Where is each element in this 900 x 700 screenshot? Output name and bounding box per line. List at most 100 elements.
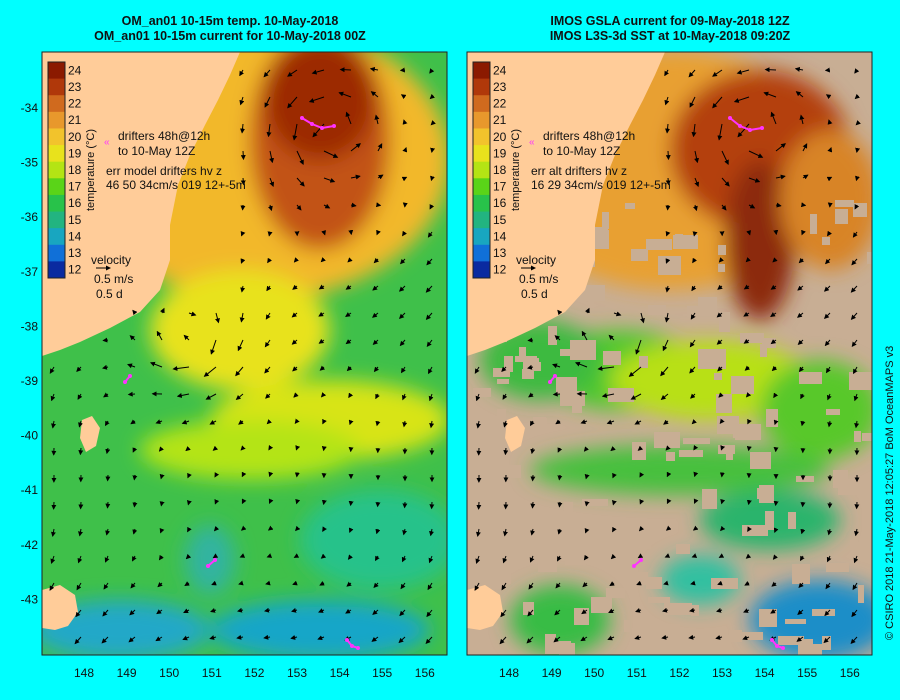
current-arrow	[660, 393, 669, 401]
longitude-label: 152	[669, 666, 689, 680]
current-arrow	[425, 636, 433, 645]
current-arrow	[743, 311, 750, 317]
current-arrow	[799, 114, 805, 125]
current-arrow	[267, 525, 274, 531]
current-arrow	[801, 229, 806, 236]
current-arrow	[345, 284, 352, 290]
current-arrow	[664, 553, 671, 558]
current-arrow	[320, 257, 326, 263]
current-arrow	[185, 553, 192, 560]
left-map-panel: 24 23 22 21 20 19 18 17 16 15 14 13 12 temperature (…	[21, 51, 448, 680]
current-arrow	[295, 445, 301, 451]
current-arrow	[338, 91, 352, 98]
drifter-point	[206, 564, 210, 568]
cloud-mask-patch	[606, 588, 625, 598]
current-arrow	[311, 69, 325, 75]
current-arrow	[826, 555, 832, 563]
current-arrow	[717, 284, 723, 290]
current-arrow	[268, 444, 274, 451]
current-arrow	[237, 339, 244, 352]
longitude-label: 148	[74, 666, 94, 680]
cloud-mask-patch	[788, 512, 796, 529]
longitude-label: 154	[330, 666, 350, 680]
current-arrow	[238, 580, 244, 586]
drifter-point	[728, 116, 732, 120]
current-arrow	[132, 309, 138, 316]
colorbar-swatch	[48, 111, 65, 129]
cloud-mask-patch	[646, 577, 662, 589]
current-arrow	[236, 634, 244, 640]
left-velocity-label: velocity	[91, 253, 131, 267]
drifter-point	[356, 646, 360, 650]
cloud-mask-patch	[675, 234, 683, 242]
current-arrow	[797, 339, 804, 345]
current-arrow	[291, 607, 298, 613]
current-arrow	[210, 339, 217, 355]
current-arrow	[159, 501, 165, 507]
current-arrow	[429, 68, 435, 74]
cloud-mask-patch	[762, 338, 776, 348]
current-arrow	[557, 528, 563, 535]
current-arrow	[183, 608, 190, 613]
current-arrow	[557, 501, 563, 508]
current-arrow	[662, 339, 669, 352]
current-arrow	[322, 418, 327, 425]
latitude-label: -40	[21, 429, 39, 443]
current-arrow	[502, 555, 508, 564]
current-arrow	[584, 473, 590, 480]
cloud-mask-patch	[856, 324, 870, 334]
current-arrow	[527, 337, 534, 343]
current-arrow	[264, 339, 271, 348]
cloud-mask-patch	[582, 499, 608, 506]
current-arrow	[203, 366, 217, 377]
current-arrow	[238, 419, 244, 425]
current-arrow	[854, 93, 861, 100]
colorbar-swatch	[473, 194, 490, 213]
current-arrow	[690, 312, 696, 320]
colorbar-swatch	[48, 178, 65, 196]
current-arrow	[850, 312, 858, 320]
current-arrow	[853, 366, 858, 375]
colorbar-swatch	[473, 78, 490, 96]
current-arrow	[770, 312, 777, 317]
latitude-label: -39	[21, 374, 39, 388]
colorbar-swatch	[473, 244, 490, 262]
drifter-point	[781, 646, 785, 650]
colorbar-tick-label: 20	[68, 130, 82, 144]
current-arrow	[132, 528, 138, 535]
current-arrow	[235, 366, 244, 377]
current-arrow	[308, 96, 325, 103]
current-arrow	[585, 307, 590, 314]
current-arrow	[503, 528, 508, 537]
current-arrow	[716, 339, 723, 345]
current-arrow	[402, 420, 408, 428]
longitude-label: 150	[159, 666, 179, 680]
current-arrow	[608, 608, 615, 613]
current-arrow	[798, 257, 805, 264]
current-arrow	[474, 582, 480, 591]
latitude-label: -36	[21, 210, 39, 224]
cloud-mask-patch	[497, 409, 506, 424]
current-arrow	[239, 312, 245, 323]
current-arrow	[127, 363, 136, 369]
current-arrow	[373, 257, 380, 264]
current-arrow	[377, 174, 384, 180]
cloud-mask-patch	[718, 445, 735, 454]
right-current-arrows	[474, 66, 861, 645]
cloud-mask-patch	[718, 245, 726, 255]
current-arrow	[319, 365, 326, 371]
current-arrow	[49, 366, 55, 374]
current-arrow	[103, 392, 109, 398]
longitude-label: 153	[287, 666, 307, 680]
current-arrow	[376, 229, 381, 236]
current-arrow	[718, 553, 725, 558]
current-arrow	[694, 150, 700, 164]
current-arrow	[555, 582, 561, 589]
latitude-label: -34	[21, 101, 39, 115]
colorbar-tick-label: 16	[68, 196, 82, 210]
current-arrow	[293, 392, 299, 398]
current-arrow	[128, 636, 136, 643]
cloud-mask-patch	[504, 356, 513, 372]
current-arrow	[663, 580, 669, 586]
cloud-mask-patch	[528, 422, 535, 431]
